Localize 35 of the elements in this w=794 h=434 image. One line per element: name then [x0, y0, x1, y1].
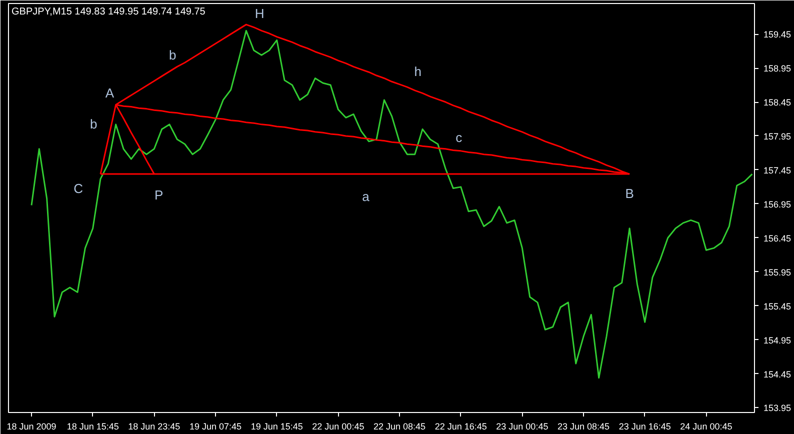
y-tick-label: 158.95 — [764, 64, 792, 74]
chart-title: GBPJPY,M15 149.83 149.95 149.74 149.75 — [12, 6, 206, 18]
y-tick-label: 156.45 — [764, 233, 792, 244]
y-tick-label: 158.45 — [764, 98, 792, 108]
y-tick-label: 157.95 — [764, 131, 792, 142]
x-tick-label: 22 Jun 16:45 — [434, 422, 487, 432]
annotation: A — [105, 86, 114, 101]
y-tick-label: 154.45 — [764, 369, 792, 380]
annotation: P — [154, 188, 164, 203]
x-tick-label: 24 Jun 00:45 — [680, 422, 732, 432]
x-tick-label: 18 Jun 15:45 — [66, 422, 119, 432]
x-tick-label: 23 Jun 08:45 — [558, 422, 610, 432]
y-tick-label: 157.45 — [764, 165, 792, 176]
x-tick-label: 18 Jun 2009 — [6, 422, 56, 432]
y-tick-label: 159.45 — [764, 30, 792, 40]
x-tick-label: 22 Jun 00:45 — [312, 422, 364, 432]
x-tick-label: 19 Jun 07:45 — [189, 422, 242, 432]
annotation: H — [254, 6, 264, 22]
x-tick-label: 23 Jun 00:45 — [496, 422, 548, 432]
annotation: B — [625, 186, 634, 202]
x-tick-label: 19 Jun 15:45 — [250, 422, 303, 432]
x-tick-label: 18 Jun 23:45 — [128, 422, 180, 432]
annotation: c — [456, 130, 463, 145]
annotation: a — [362, 188, 370, 204]
y-tick-label: 154.95 — [764, 335, 792, 346]
y-tick-label: 156.95 — [764, 199, 792, 210]
annotation: b — [90, 116, 98, 132]
x-tick-label: 22 Jun 08:45 — [373, 422, 426, 432]
annotation: C — [74, 180, 83, 196]
y-tick-label: 153.95 — [764, 403, 792, 414]
annotation: h — [414, 64, 422, 79]
y-tick-label: 155.45 — [764, 301, 792, 312]
y-tick-label: 155.95 — [764, 267, 792, 278]
x-tick-label: 23 Jun 16:45 — [618, 422, 671, 432]
annotation: b — [168, 48, 176, 63]
